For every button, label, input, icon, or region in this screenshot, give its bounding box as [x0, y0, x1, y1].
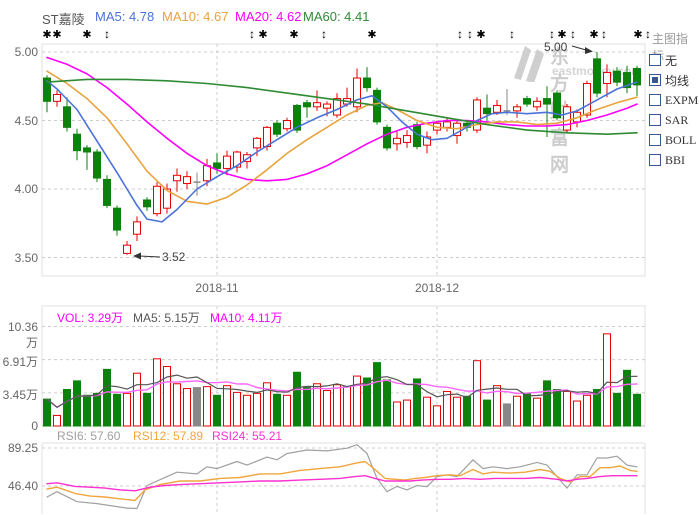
date-axis-label: 2018-11 [195, 281, 239, 295]
svg-text:✱: ✱ [52, 29, 61, 41]
volume-axis-label: 10.36万 [7, 319, 38, 350]
indicator-option-label: 无 [665, 53, 678, 68]
ma10-legend: MA10: 4.67 [162, 9, 229, 24]
rsi6-legend: RSI6: 57.60 [57, 429, 121, 443]
svg-text:↕: ↕ [509, 27, 515, 41]
indicator-option-label: BBI [665, 152, 686, 167]
price-axis-label: 4.50 [14, 113, 38, 128]
date-axis-label: 2018-12 [414, 281, 460, 295]
volume-axis-label: 3.45万 [2, 387, 38, 402]
indicator-option-boll[interactable]: BOLL [649, 132, 696, 148]
price-axis-label: 4.00 [14, 182, 38, 196]
svg-text:✱: ✱ [258, 29, 267, 41]
ma20-legend: MA20: 4.62 [235, 9, 302, 24]
indicator-option-expma[interactable]: EXPMA [649, 92, 699, 108]
svg-text:↕: ↕ [321, 27, 327, 41]
svg-text:↕: ↕ [249, 27, 255, 41]
indicator-option-label: BOLL [665, 132, 697, 147]
ma5-legend: MA5: 4.78 [95, 9, 155, 24]
low-annotation: 3.52 [162, 250, 186, 264]
indicator-option-label: 均线 [665, 73, 690, 88]
svg-text:↕: ↕ [549, 27, 555, 41]
svg-text:↕: ↕ [601, 27, 607, 41]
indicator-sidebar: 主图指标 无均线EXPMASARBOLLBBI [646, 0, 699, 515]
indicator-option-none[interactable]: 无 [649, 52, 677, 68]
svg-text:✱: ✱ [476, 29, 485, 41]
checkbox-icon[interactable] [649, 54, 661, 66]
high-annotation: 5.00 [544, 40, 568, 54]
checkbox-checked-icon[interactable] [649, 74, 661, 86]
ma60-legend: MA60: 4.41 [303, 9, 370, 24]
rsi-axis-label: 46.40 [7, 478, 38, 493]
volume-ma5-legend: MA5: 5.15万 [133, 311, 200, 325]
checkbox-icon[interactable] [649, 154, 661, 166]
svg-text:↕: ↕ [467, 27, 473, 41]
indicator-option-label: EXPMA [665, 92, 699, 107]
checkbox-icon[interactable] [649, 94, 661, 106]
svg-text:✱: ✱ [589, 29, 598, 41]
svg-text:↕: ↕ [457, 27, 463, 41]
svg-text:✱: ✱ [289, 29, 298, 41]
price-axis-label: 5.00 [14, 45, 38, 59]
rsi-axis-label: 89.25 [7, 441, 38, 455]
svg-text:✱: ✱ [82, 29, 91, 41]
watermark-domain: eastmoney.com [552, 64, 642, 78]
volume-axis-label: 0 [31, 419, 38, 433]
volume-axis-label: 6.91万 [2, 354, 38, 369]
rsi12-legend: RSI12: 57.89 [133, 429, 204, 443]
watermark-title: 东方财富网 [550, 47, 572, 176]
indicator-option-sar[interactable]: SAR [649, 112, 688, 128]
volume-ma10-legend: MA10: 4.11万 [210, 311, 283, 325]
stock-name: ST嘉陵 [42, 12, 85, 27]
indicator-option-bbi[interactable]: BBI [649, 152, 685, 168]
watermark: 东方财富网 eastmoney.com [512, 42, 642, 176]
svg-text:✱: ✱ [633, 29, 642, 41]
rsi24-legend: RSI24: 55.21 [212, 429, 283, 443]
svg-text:✱: ✱ [367, 29, 376, 41]
svg-text:↕: ↕ [104, 27, 110, 41]
indicator-option-ma[interactable]: 均线 [649, 72, 689, 88]
svg-text:✱: ✱ [42, 29, 51, 41]
indicator-option-label: SAR [665, 112, 689, 127]
checkbox-icon[interactable] [649, 114, 661, 126]
svg-text:↕: ↕ [570, 27, 576, 41]
price-axis-label: 3.50 [14, 250, 38, 265]
eastmoney-logo-icon [514, 46, 544, 83]
checkbox-icon[interactable] [649, 134, 661, 146]
volume-legend: VOL: 3.29万 [57, 311, 124, 325]
